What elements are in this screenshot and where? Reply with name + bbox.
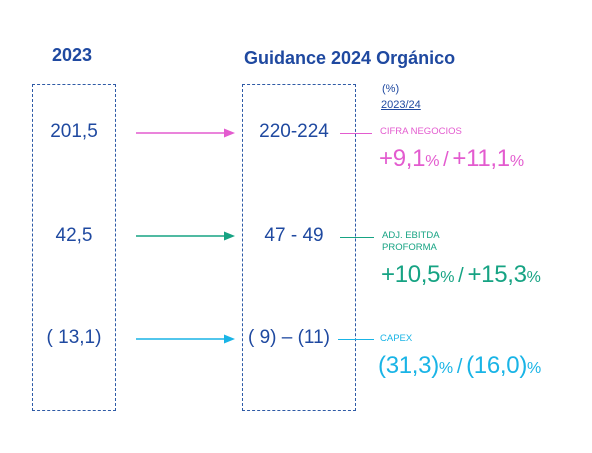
metric-label: ADJ. EBITDA PROFORMA bbox=[382, 230, 440, 253]
value-2023: 42,5 bbox=[55, 225, 93, 246]
value-2023: 201,5 bbox=[50, 121, 98, 142]
box-guidance-2024 bbox=[242, 84, 356, 411]
value-2023: ( 13,1) bbox=[46, 327, 102, 348]
guidance-value: ( 9) – (11) bbox=[247, 327, 330, 348]
arrow-right-icon bbox=[136, 231, 235, 241]
connector-line bbox=[340, 133, 372, 135]
metric-label: CAPEX bbox=[380, 333, 413, 344]
arrow-right-icon bbox=[136, 128, 235, 138]
box-2023 bbox=[32, 84, 116, 411]
pct-period-label: 2023/24 bbox=[381, 99, 421, 111]
metric-label: CIFRA NEGOCIOS bbox=[380, 126, 462, 137]
connector-line bbox=[340, 237, 374, 239]
guidance-2024-title: Guidance 2024 Orgánico bbox=[244, 48, 456, 68]
guidance-value: 47 - 49 bbox=[264, 225, 324, 246]
connector-line bbox=[338, 339, 374, 341]
arrow-right-icon bbox=[136, 334, 235, 344]
pct-unit-label: (%) bbox=[382, 83, 400, 95]
year-2023-title: 2023 bbox=[52, 45, 93, 65]
guidance-value: 220-224 bbox=[259, 121, 329, 142]
growth-range: (31,3)% / (16,0)% bbox=[378, 352, 541, 379]
growth-range: +9,1% / +11,1% bbox=[379, 145, 524, 172]
growth-range: +10,5% / +15,3% bbox=[381, 261, 541, 288]
